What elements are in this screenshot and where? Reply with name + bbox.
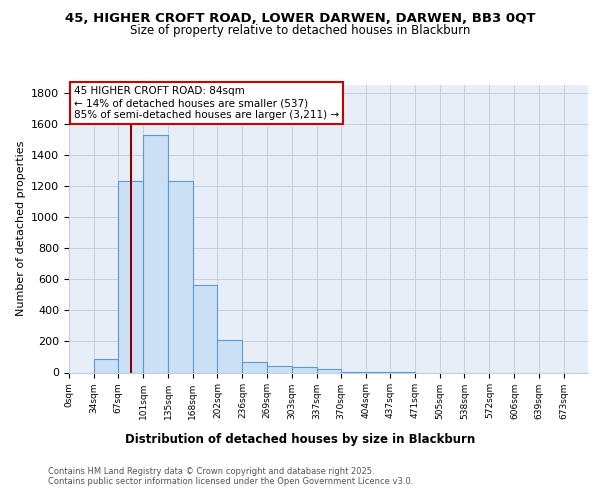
Text: Contains public sector information licensed under the Open Government Licence v3: Contains public sector information licen…	[48, 478, 413, 486]
Bar	[217, 340, 242, 372]
Text: Contains HM Land Registry data © Crown copyright and database right 2025.: Contains HM Land Registry data © Crown c…	[48, 468, 374, 476]
Bar	[317, 370, 341, 372]
Bar	[193, 286, 217, 372]
Bar	[143, 134, 168, 372]
Bar	[292, 368, 317, 372]
Bar	[94, 358, 118, 372]
Bar	[267, 366, 292, 372]
Text: 45, HIGHER CROFT ROAD, LOWER DARWEN, DARWEN, BB3 0QT: 45, HIGHER CROFT ROAD, LOWER DARWEN, DAR…	[65, 12, 535, 26]
Text: 45 HIGHER CROFT ROAD: 84sqm
← 14% of detached houses are smaller (537)
85% of se: 45 HIGHER CROFT ROAD: 84sqm ← 14% of det…	[74, 86, 340, 120]
Y-axis label: Number of detached properties: Number of detached properties	[16, 141, 26, 316]
Text: Distribution of detached houses by size in Blackburn: Distribution of detached houses by size …	[125, 432, 475, 446]
Bar	[168, 182, 193, 372]
Bar	[118, 182, 143, 372]
Text: Size of property relative to detached houses in Blackburn: Size of property relative to detached ho…	[130, 24, 470, 37]
Bar	[242, 362, 267, 372]
